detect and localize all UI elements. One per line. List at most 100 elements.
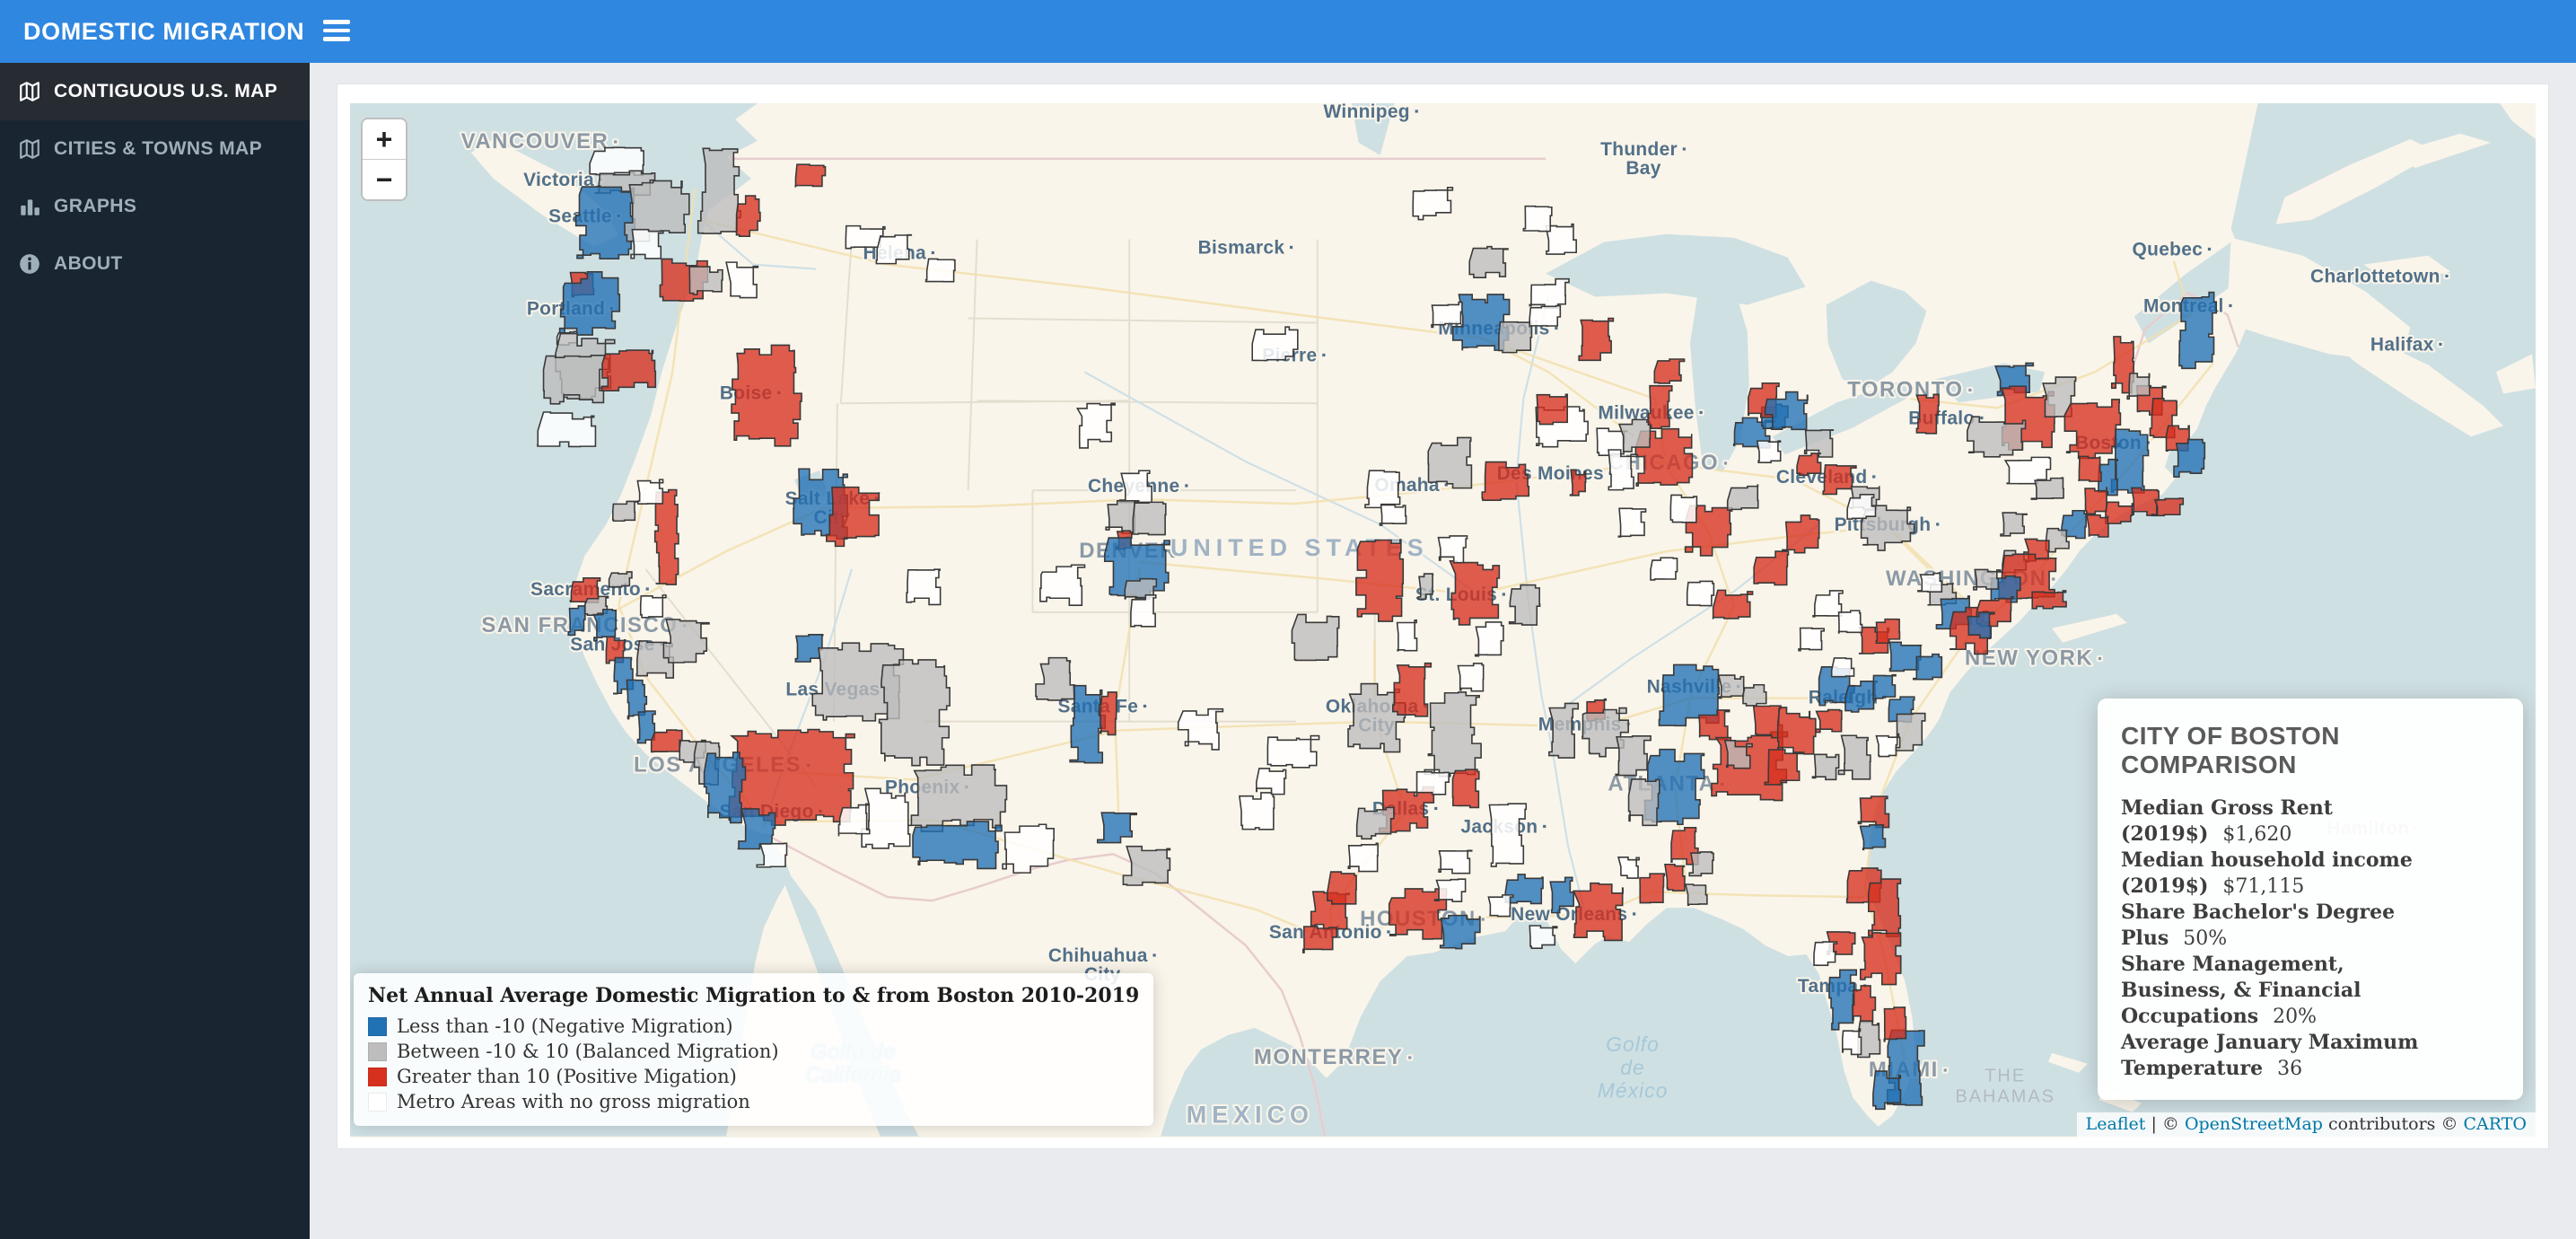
metro-polygon[interactable] xyxy=(1664,863,1686,892)
metro-polygon[interactable] xyxy=(703,751,747,824)
metro-polygon[interactable] xyxy=(1132,501,1167,536)
metro-polygon[interactable] xyxy=(1124,577,1158,600)
metro-polygon[interactable] xyxy=(1096,812,1137,844)
metro-polygon[interactable] xyxy=(1742,683,1767,707)
metro-polygon[interactable] xyxy=(1726,484,1759,511)
metro-polygon[interactable] xyxy=(1608,449,1638,491)
hamburger-menu-button[interactable] xyxy=(323,20,350,41)
metro-polygon[interactable] xyxy=(756,842,788,868)
metro-polygon[interactable] xyxy=(1355,539,1405,622)
metro-polygon[interactable] xyxy=(1498,321,1533,354)
metro-polygon[interactable] xyxy=(1764,749,1803,786)
metro-polygon[interactable] xyxy=(1837,734,1871,780)
metro-polygon[interactable] xyxy=(2173,438,2206,478)
metro-polygon[interactable] xyxy=(1617,418,1652,453)
metro-polygon[interactable] xyxy=(1846,494,1877,520)
metro-polygon[interactable] xyxy=(611,500,638,523)
metro-polygon[interactable] xyxy=(1488,803,1528,867)
metro-polygon[interactable] xyxy=(1427,436,1473,489)
metro-polygon[interactable] xyxy=(1039,564,1086,606)
metro-polygon[interactable] xyxy=(837,803,871,837)
metro-polygon[interactable] xyxy=(1347,682,1406,753)
metro-polygon[interactable] xyxy=(1130,593,1157,628)
metro-polygon[interactable] xyxy=(1075,402,1116,449)
metro-polygon[interactable] xyxy=(567,605,586,637)
metro-polygon[interactable] xyxy=(1388,888,1448,940)
metro-polygon[interactable] xyxy=(1812,590,1844,618)
metro-polygon[interactable] xyxy=(1239,792,1275,830)
metro-polygon[interactable] xyxy=(2000,512,2028,537)
metro-polygon[interactable] xyxy=(1536,393,1568,426)
metro-polygon[interactable] xyxy=(1717,674,1745,699)
metro-polygon[interactable] xyxy=(2030,477,2064,500)
metro-polygon[interactable] xyxy=(1653,358,1686,384)
metro-polygon[interactable] xyxy=(2084,487,2107,515)
metro-polygon[interactable] xyxy=(662,619,710,663)
metro-polygon[interactable] xyxy=(1396,620,1418,652)
metro-polygon[interactable] xyxy=(1481,461,1530,501)
metro-polygon[interactable] xyxy=(1529,925,1558,949)
metro-polygon[interactable] xyxy=(1830,657,1855,678)
metro-polygon[interactable] xyxy=(1844,680,1878,713)
attribution-link[interactable]: CARTO xyxy=(2463,1114,2527,1134)
sidebar-item-cities-towns-map[interactable]: CITIES & TOWNS MAP xyxy=(0,120,310,178)
metro-polygon[interactable] xyxy=(630,228,664,259)
metro-polygon[interactable] xyxy=(861,787,911,849)
metro-polygon[interactable] xyxy=(906,568,942,606)
metro-polygon[interactable] xyxy=(2178,291,2218,370)
metro-polygon[interactable] xyxy=(1828,969,1858,1031)
metro-polygon[interactable] xyxy=(1837,610,1863,634)
metro-polygon[interactable] xyxy=(737,808,776,850)
metro-polygon[interactable] xyxy=(1723,740,1753,769)
attribution-link[interactable]: OpenStreetMap xyxy=(2184,1114,2323,1134)
metro-polygon[interactable] xyxy=(1417,573,1434,601)
metro-polygon[interactable] xyxy=(1468,245,1509,278)
metro-polygon[interactable] xyxy=(1572,882,1624,942)
zoom-out-button[interactable]: − xyxy=(363,160,406,199)
metro-polygon[interactable] xyxy=(1177,707,1224,751)
metro-polygon[interactable] xyxy=(1872,673,1897,701)
sidebar-item-graphs[interactable]: GRAPHS xyxy=(0,178,310,235)
metro-polygon[interactable] xyxy=(1522,205,1553,233)
metro-polygon[interactable] xyxy=(2031,590,2067,610)
metro-polygon[interactable] xyxy=(558,271,621,336)
metro-polygon[interactable] xyxy=(1545,223,1577,255)
metro-polygon[interactable] xyxy=(1712,589,1754,620)
metro-polygon[interactable] xyxy=(794,163,827,188)
metro-polygon[interactable] xyxy=(1852,985,1877,1024)
metro-polygon[interactable] xyxy=(1251,326,1299,362)
metro-polygon[interactable] xyxy=(2086,514,2109,538)
metro-polygon[interactable] xyxy=(2003,456,2052,485)
metro-polygon[interactable] xyxy=(1913,653,1943,681)
metro-polygon[interactable] xyxy=(1973,568,2002,591)
metro-polygon[interactable] xyxy=(1529,277,1570,310)
metro-polygon[interactable] xyxy=(1355,806,1395,840)
metro-polygon[interactable] xyxy=(1798,627,1826,652)
metro-polygon[interactable] xyxy=(878,659,951,767)
metro-polygon[interactable] xyxy=(1256,768,1287,795)
metro-polygon[interactable] xyxy=(2151,497,2185,517)
metro-polygon[interactable] xyxy=(605,636,626,664)
metro-polygon[interactable] xyxy=(1803,429,1835,458)
metro-polygon[interactable] xyxy=(1915,393,1940,435)
metro-polygon[interactable] xyxy=(1438,849,1473,874)
metro-polygon[interactable] xyxy=(1647,384,1673,429)
metro-polygon[interactable] xyxy=(1578,317,1615,362)
metro-polygon[interactable] xyxy=(1811,753,1840,781)
metro-polygon[interactable] xyxy=(1796,453,1822,477)
metro-polygon[interactable] xyxy=(1327,871,1357,905)
metro-polygon[interactable] xyxy=(2063,399,2122,460)
metro-polygon[interactable] xyxy=(1894,712,1926,751)
attribution-link[interactable]: Leaflet xyxy=(2085,1114,2146,1134)
metro-polygon[interactable] xyxy=(600,349,657,391)
sidebar-item-contiguous-us-map[interactable]: CONTIGUOUS U.S. MAP xyxy=(0,63,310,120)
metro-polygon[interactable] xyxy=(2130,487,2160,516)
metro-polygon[interactable] xyxy=(1841,1028,1862,1056)
metro-polygon[interactable] xyxy=(826,486,881,548)
metro-polygon[interactable] xyxy=(1756,440,1782,463)
metro-polygon[interactable] xyxy=(1433,878,1467,902)
metro-polygon[interactable] xyxy=(1966,416,2027,458)
metro-polygon[interactable] xyxy=(639,594,667,619)
metro-polygon[interactable] xyxy=(1379,504,1407,526)
metro-polygon[interactable] xyxy=(624,180,690,242)
